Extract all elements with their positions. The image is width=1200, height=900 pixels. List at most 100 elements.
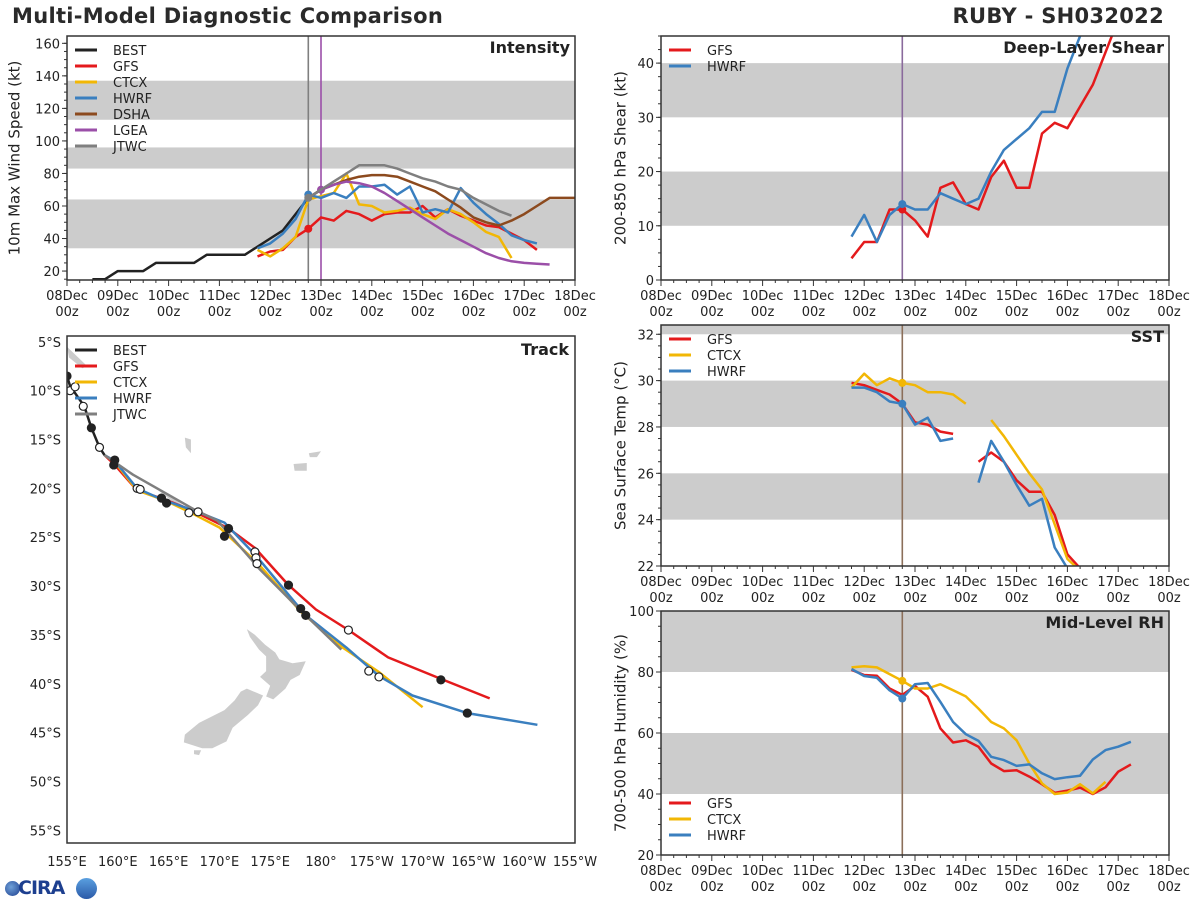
y-tick-label: 20 (43, 265, 60, 280)
series-line-gfs (257, 204, 538, 258)
legend-label: GFS (113, 60, 139, 75)
legend-label: HWRF (113, 92, 152, 107)
track-time-marker (219, 531, 230, 541)
x-tick-date: 11Dec (793, 864, 835, 879)
series-line-best (92, 188, 322, 280)
track-time-marker (343, 625, 354, 635)
y-tick-label: 0 (646, 274, 654, 289)
legend-label: CTCX (707, 813, 741, 828)
lat-label: 50°S (30, 775, 61, 790)
x-tick-label: 18Dec 00z (1148, 864, 1190, 895)
x-tick-hour: 00z (802, 880, 826, 895)
track-time-marker (94, 442, 105, 452)
track-time-marker (301, 610, 311, 620)
lat-label: 40°S (30, 678, 61, 693)
land-vanua-levu (308, 451, 321, 458)
x-tick-date: 13Dec (300, 289, 342, 304)
track-time-marker (161, 498, 172, 508)
y-tick-label: 20 (637, 849, 654, 864)
x-tick-hour: 00z (1107, 880, 1131, 895)
x-tick-date: 09Dec (691, 864, 733, 879)
shaded-band (661, 63, 1169, 118)
legend-label: BEST (113, 344, 146, 359)
shaded-band (661, 325, 1169, 335)
y-tick-label: 28 (637, 421, 654, 436)
series-line-hwrf (257, 183, 538, 250)
x-tick-hour: 00z (700, 591, 724, 606)
y-tick-label: 40 (637, 788, 654, 803)
y-tick-label: 32 (637, 328, 654, 343)
panel-title: Deep-Layer Shear (1003, 38, 1164, 57)
x-tick-hour: 00z (1157, 591, 1181, 606)
legend-label: HWRF (707, 365, 746, 380)
legend-label: GFS (113, 360, 139, 375)
x-tick-date: 17Dec (1097, 575, 1139, 590)
series-line-hwrf (850, 667, 1132, 781)
panel-title: SST (1131, 327, 1164, 346)
track-time-marker (436, 675, 446, 685)
lat-label: 30°S (30, 580, 61, 595)
x-tick-label: 17Dec 00z (1097, 289, 1139, 320)
legend-label: GFS (707, 333, 733, 348)
x-tick-label: 18Dec 00z (554, 289, 596, 320)
x-tick-label: 11Dec 00z (793, 864, 835, 895)
series-line-dsha (307, 173, 575, 227)
y-tick-label: 60 (637, 727, 654, 742)
land-fiji (293, 462, 307, 471)
x-tick-date: 13Dec (894, 289, 936, 304)
y-tick-label: 80 (637, 666, 654, 681)
x-tick-hour: 00z (1056, 305, 1080, 320)
land-north-island (246, 629, 306, 700)
series-line-ctcx (990, 419, 1077, 566)
y-tick-label: 30 (637, 111, 654, 126)
x-tick-hour: 00z (1005, 591, 1029, 606)
y-tick-label: 100 (35, 135, 60, 150)
x-tick-hour: 00z (802, 305, 826, 320)
x-tick-date: 15Dec (402, 289, 444, 304)
x-tick-label: 13Dec 00z (894, 575, 936, 606)
x-tick-date: 11Dec (793, 289, 835, 304)
logo-text: CIRA (18, 877, 65, 899)
lat-label: 5°S (38, 336, 61, 351)
cira-logo: CIRA (4, 877, 100, 900)
x-tick-date: 08Dec (640, 289, 682, 304)
y-tick-label: 60 (43, 200, 60, 215)
panel-title: Intensity (490, 38, 571, 57)
x-tick-date: 14Dec (945, 289, 987, 304)
x-tick-label: 13Dec 00z (894, 864, 936, 895)
lon-label: 165°W (451, 855, 495, 870)
x-tick-hour: 00z (903, 880, 927, 895)
cloud-logo-icon (76, 878, 97, 899)
y-tick-label: 40 (43, 233, 60, 248)
current-point-gfs (304, 224, 313, 233)
figure-title: Multi-Model Diagnostic Comparison (12, 4, 444, 28)
y-tick-label: 160 (35, 37, 60, 52)
plot-area (67, 36, 575, 280)
x-tick-hour: 00z (259, 305, 283, 320)
globe-icon (5, 881, 20, 896)
x-tick-date: 16Dec (1047, 575, 1089, 590)
y-axis-label: 200-850 hPa Shear (kt) (612, 71, 630, 245)
x-tick-label: 17Dec 00z (1097, 575, 1139, 606)
track-time-marker (283, 580, 294, 590)
y-tick-label: 100 (629, 605, 654, 620)
panel-title: Mid-Level RH (1045, 613, 1164, 632)
x-tick-hour: 00z (157, 305, 181, 320)
lat-label: 10°S (30, 385, 61, 400)
shaded-band (661, 171, 1169, 226)
x-tick-label: 13Dec 00z (894, 289, 936, 320)
lon-label: 175°W (350, 855, 394, 870)
map-area (67, 346, 538, 756)
series-line-ctcx (851, 664, 1107, 796)
track-time-marker (67, 371, 72, 381)
x-tick-label: 14Dec 00z (945, 289, 987, 320)
series-line-lgea (320, 180, 550, 266)
x-tick-hour: 00z (563, 305, 587, 320)
track-time-marker (364, 666, 374, 676)
x-tick-label: 15Dec 00z (996, 864, 1038, 895)
y-tick-label: 22 (637, 560, 654, 575)
storm-id: RUBY - SH032022 (952, 4, 1164, 28)
y-axis-label: Sea Surface Temp (°C) (612, 361, 630, 530)
legend-label: JTWC (112, 408, 147, 423)
y-tick-label: 30 (637, 375, 654, 390)
